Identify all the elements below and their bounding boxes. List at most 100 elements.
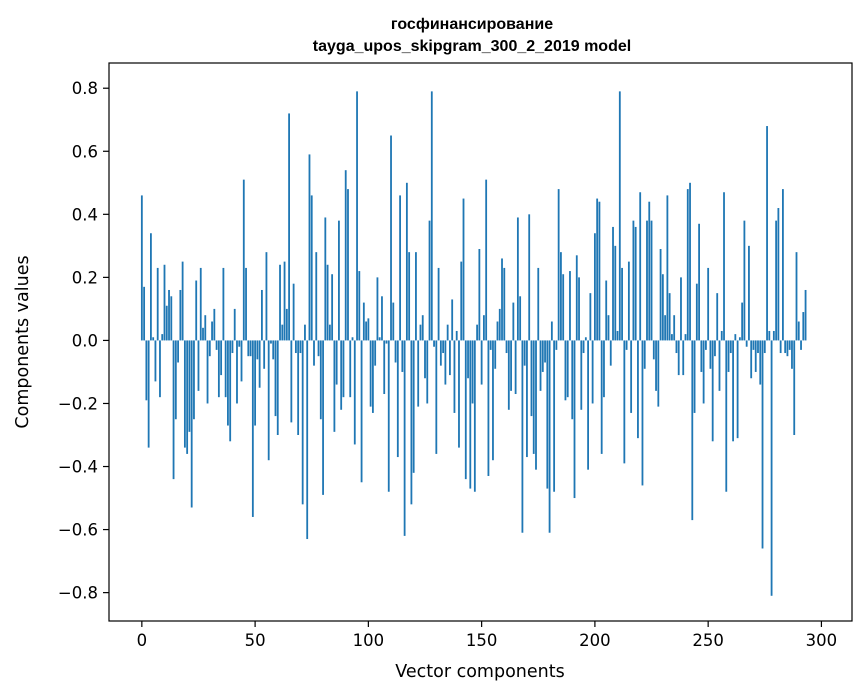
bar-28 [204, 315, 207, 341]
bar-163 [510, 340, 512, 391]
bar-262 [734, 334, 737, 341]
bar-194 [580, 340, 583, 410]
bar-67 [292, 283, 295, 341]
bar-247 [700, 340, 703, 372]
bar-101 [369, 340, 372, 407]
y-tick-label: 0.2 [72, 268, 98, 287]
bar-76 [313, 340, 315, 366]
x-axis-ticks: 0 50 100 150 200 250 300 [137, 621, 837, 650]
bar-34 [217, 340, 220, 398]
bar-244 [693, 340, 696, 413]
bar-49 [251, 340, 254, 517]
bar-231 [664, 315, 667, 341]
bar-174 [535, 340, 537, 470]
bar-199 [591, 340, 594, 404]
bar-160 [503, 267, 506, 341]
bar-151 [482, 315, 485, 341]
bar-33 [215, 340, 218, 350]
bar-214 [625, 340, 628, 350]
bar-75 [310, 195, 313, 341]
y-axis-ticks: −0.8 −0.6 −0.4 −0.2 0.0 0.2 0.4 0.6 0.8 [58, 79, 109, 603]
y-tick-label: −0.4 [58, 458, 98, 477]
bar-99 [365, 321, 368, 341]
bar-186 [562, 274, 565, 341]
bar-77 [315, 252, 318, 341]
bar-142 [462, 198, 465, 341]
bar-17 [179, 289, 182, 341]
bar-46 [245, 267, 247, 341]
bar-21 [188, 340, 191, 432]
bar-181 [550, 321, 553, 341]
bar-218 [634, 226, 637, 341]
bar-280 [775, 220, 778, 341]
bar-112 [394, 340, 397, 363]
bar-29 [206, 340, 209, 404]
bar-93 [351, 337, 354, 341]
bar-202 [598, 201, 601, 341]
bar-42 [236, 340, 238, 404]
bar-114 [399, 195, 401, 341]
bar-113 [396, 340, 399, 458]
bar-164 [512, 302, 515, 341]
bar-105 [378, 337, 381, 341]
bar-281 [777, 208, 780, 341]
bar-108 [385, 340, 388, 344]
bar-220 [639, 192, 642, 341]
bar-39 [229, 340, 232, 442]
bar-217 [632, 220, 635, 341]
bar-245 [695, 283, 698, 341]
bar-161 [505, 340, 508, 354]
bar-series [140, 91, 807, 596]
bar-236 [675, 340, 678, 354]
bar-253 [714, 340, 716, 357]
bar-95 [356, 91, 358, 341]
bar-83 [328, 324, 331, 341]
bar-203 [600, 340, 603, 454]
bar-88 [340, 340, 343, 410]
bar-278 [770, 340, 773, 596]
bar-170 [526, 340, 528, 458]
bar-187 [564, 340, 567, 401]
bar-86 [335, 340, 338, 385]
bar-222 [643, 340, 646, 369]
bar-198 [589, 293, 592, 341]
bar-130 [435, 340, 438, 454]
bar-188 [566, 340, 569, 398]
bar-175 [537, 267, 540, 341]
bar-26 [199, 267, 202, 341]
y-tick-label: 0.8 [72, 79, 98, 98]
bar-208 [612, 226, 614, 341]
bar-269 [750, 340, 753, 379]
plot-area-frame [108, 62, 853, 622]
bar-111 [392, 302, 395, 341]
bar-293 [804, 289, 807, 341]
bar-65 [288, 113, 290, 341]
bar-41 [233, 308, 236, 341]
bar-89 [342, 340, 345, 398]
bar-69 [297, 340, 300, 435]
bar-210 [616, 330, 619, 341]
bar-158 [498, 308, 501, 341]
bar-60 [276, 340, 279, 435]
bar-156 [494, 340, 497, 369]
bar-291 [800, 340, 802, 350]
x-tick-label: 250 [692, 631, 724, 650]
bar-115 [401, 340, 404, 372]
bar-146 [471, 340, 474, 404]
bar-185 [560, 252, 562, 341]
bar-249 [704, 340, 707, 350]
bar-254 [716, 293, 719, 341]
bar-116 [403, 340, 406, 536]
bar-44 [240, 340, 243, 382]
bar-128 [430, 91, 433, 341]
bar-100 [367, 318, 370, 341]
bar-45 [242, 179, 245, 341]
bar-36 [222, 267, 225, 341]
bar-31 [211, 321, 213, 341]
bar-284 [784, 340, 787, 354]
bar-230 [661, 274, 664, 341]
bar-193 [578, 277, 580, 341]
bar-233 [668, 293, 671, 341]
